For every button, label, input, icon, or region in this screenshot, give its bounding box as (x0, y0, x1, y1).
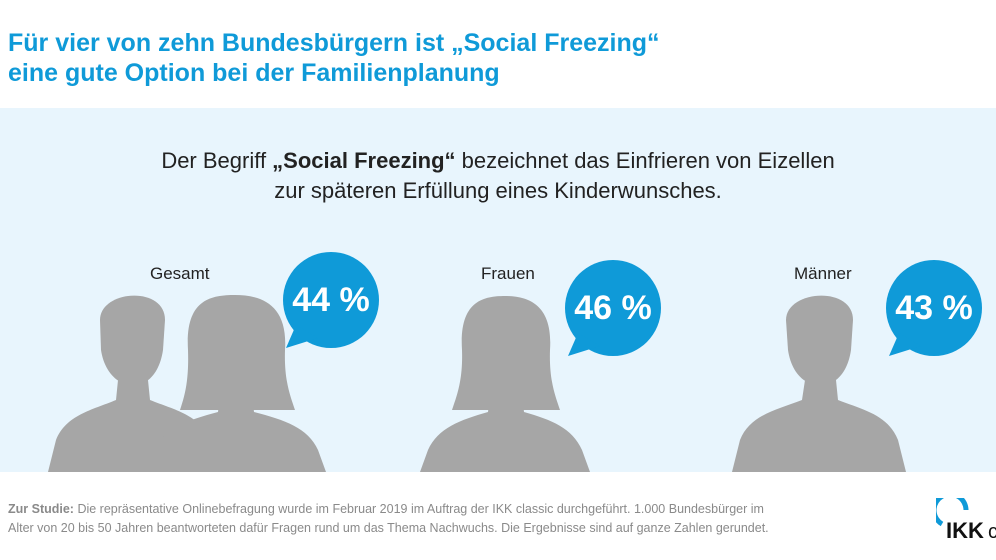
svg-text:IKK: IKK (946, 518, 984, 540)
definition-text: Der Begriff „Social Freezing“ bezeichnet… (161, 148, 835, 203)
svg-text:c: c (988, 521, 996, 540)
group-label-maenner: Männer (794, 264, 852, 283)
group-label-gesamt: Gesamt (150, 264, 210, 283)
study-footnote: Zur Studie: Die repräsentative Onlinebef… (8, 502, 769, 535)
speech-bubble-icon (283, 252, 379, 348)
group-label-frauen: Frauen (481, 264, 535, 283)
value-frauen: 46 % (574, 289, 652, 327)
value-gesamt: 44 % (292, 281, 370, 319)
female-silhouette-icon (420, 296, 590, 472)
ikk-logo: IKK c (931, 491, 996, 543)
page-title: Für vier von zehn Bundesbürgern ist „Soc… (8, 29, 660, 87)
silhouettes (48, 252, 982, 472)
speech-bubble-icon (886, 260, 982, 356)
value-maenner: 43 % (895, 289, 973, 327)
female-silhouette-icon (146, 295, 326, 472)
male-silhouette-icon (732, 295, 906, 472)
speech-bubble-icon (565, 260, 661, 356)
